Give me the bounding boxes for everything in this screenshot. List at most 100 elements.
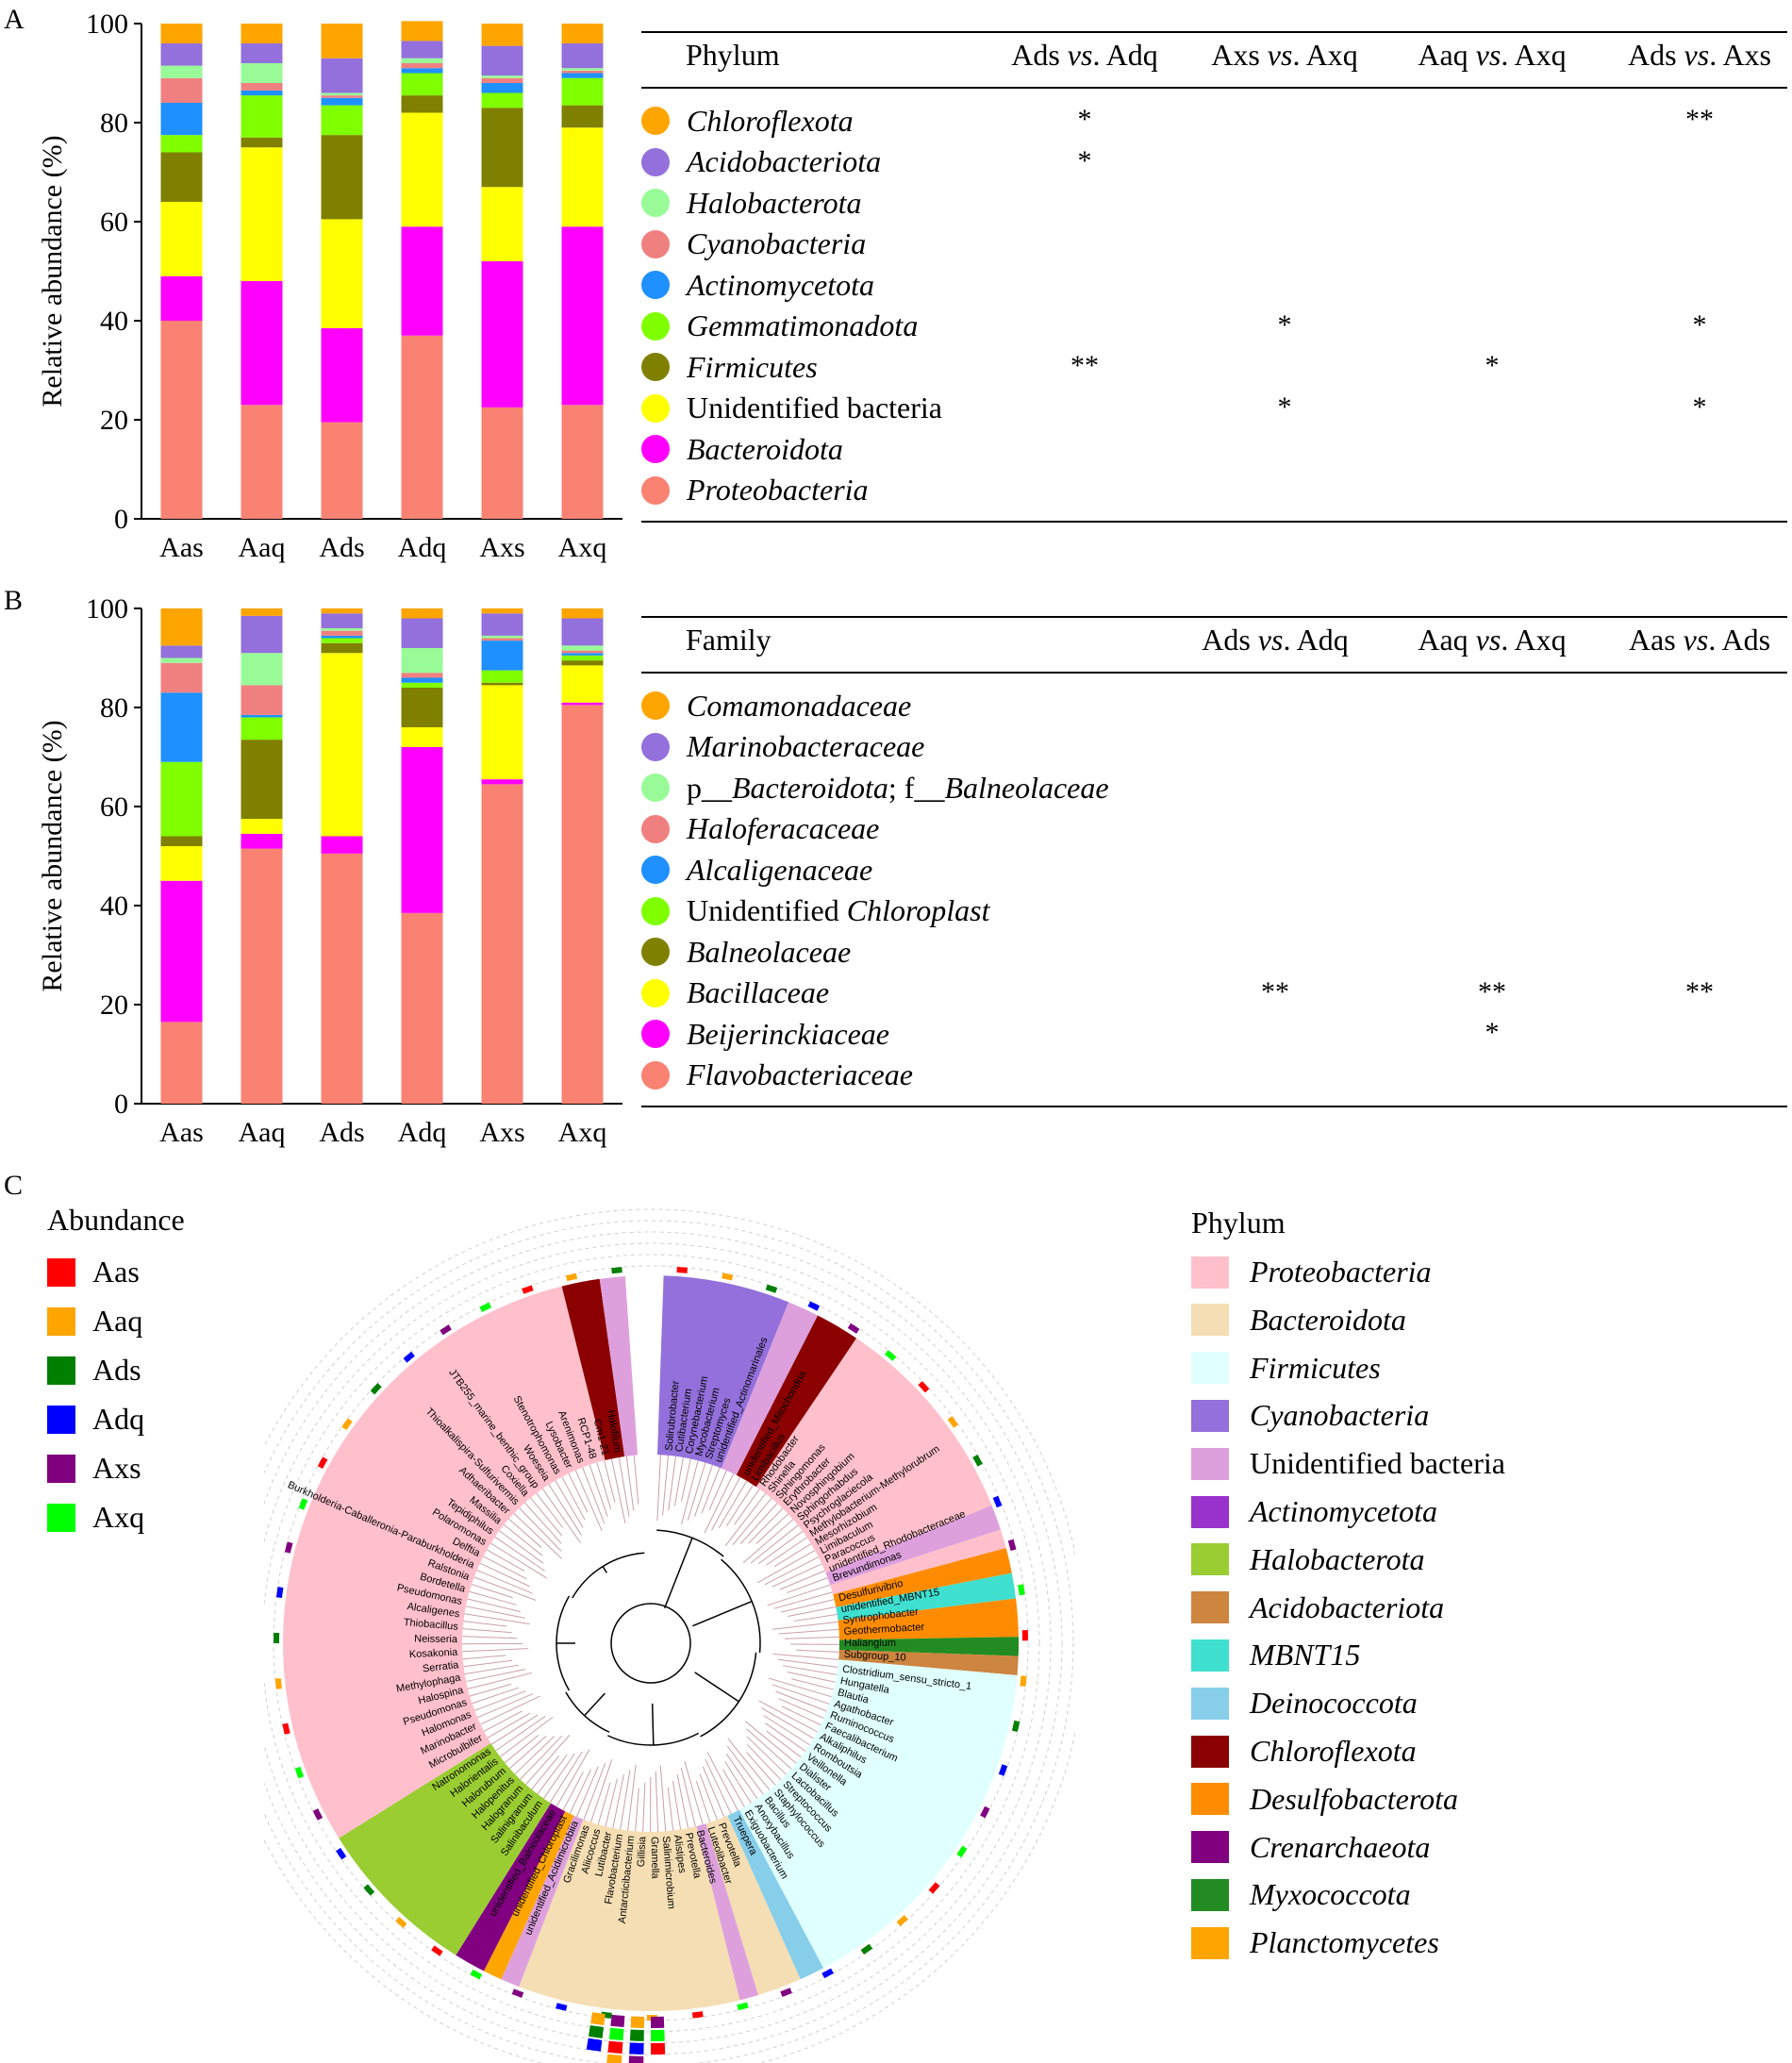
legend-swatch (1191, 1399, 1229, 1432)
tree-branch (483, 1556, 527, 1580)
bar-segment (561, 68, 604, 71)
tree-branch (464, 1613, 530, 1625)
tree-branch (596, 1462, 612, 1510)
tree-branch (509, 1735, 547, 1770)
abundance-legend-item: Axs (47, 1451, 141, 1486)
legend-dot (641, 353, 670, 381)
tree-branch (562, 1772, 584, 1811)
legend-label: MBNT15 (1250, 1638, 1361, 1672)
taxon-label: Unidentified bacteria (687, 391, 942, 424)
tree-branch (795, 1649, 839, 1653)
bar-segment (160, 662, 203, 693)
bar-segment (401, 58, 443, 63)
legend-dot (641, 856, 670, 884)
tree-branch (766, 1537, 807, 1566)
bar-segment (561, 702, 604, 706)
bar-segment (241, 615, 283, 654)
table-bottom-line (641, 1106, 1787, 1107)
phylum-sector (838, 1649, 1019, 1675)
tree-branch (463, 1659, 513, 1668)
phylum-legend-item: Chloroflexota (1191, 1734, 1417, 1769)
tree-branch (504, 1524, 543, 1556)
bar-segment (561, 618, 604, 646)
bar-segment (401, 677, 443, 683)
table-row: Balneolaceae (641, 933, 851, 971)
tree-branch (555, 1480, 584, 1528)
abundance-stack (651, 2016, 665, 2028)
phylum-sector (838, 1637, 1019, 1656)
chart-a: Relative abundance (%) 0 20 40 60 80 100 Aas Aaq… (37, 8, 622, 563)
tree-branch (750, 1524, 799, 1564)
panel-letter-a: A (4, 4, 25, 35)
tree-branch (775, 1690, 827, 1712)
bar-segment (481, 108, 523, 188)
legend-label: Cyanobacteria (1250, 1398, 1430, 1433)
taxon-label: Flavobacteriaceae (687, 1057, 913, 1091)
taxon-label: p__Bacteroidota; f__Balneolaceae (687, 770, 1109, 805)
abundance-mark (312, 1808, 324, 1821)
abundance-stack (590, 2012, 606, 2025)
tree-branch (662, 1455, 669, 1516)
table-row: Unidentified bacteria (641, 390, 942, 427)
bar-segment (401, 608, 443, 619)
tree-branch (469, 1683, 512, 1697)
tree-branch (524, 1502, 562, 1544)
tree-branch (625, 1456, 635, 1511)
bar-segment (321, 92, 363, 96)
tree-branch (746, 1736, 787, 1775)
legend-swatch (47, 1503, 75, 1532)
phylum-legend-item: MBNT15 (1191, 1638, 1360, 1672)
legend-dot (641, 189, 670, 217)
tree-branch (718, 1480, 748, 1529)
table-row: Bacteroidota (641, 430, 843, 468)
tree-branch (676, 1774, 689, 1829)
tree-branch (479, 1562, 530, 1588)
abundance-stack (607, 2040, 623, 2054)
legend-dot (641, 814, 670, 843)
tree-branch (681, 1460, 699, 1525)
significance-mark: * (1277, 308, 1292, 341)
phylum-legend-item: Halobacterota (1191, 1542, 1424, 1577)
y-tick-label: 20 (100, 405, 128, 436)
abundance-mark (896, 1915, 908, 1927)
legend-swatch (1191, 1831, 1229, 1864)
abundance-mark (807, 1301, 821, 1311)
genus-label: Subgroup_10 (843, 1649, 906, 1664)
phylum-sector (599, 1275, 639, 1456)
genus-label: Neisseria (414, 1633, 458, 1645)
bar-segment (481, 407, 523, 519)
tree-branch (659, 1765, 667, 1832)
bar-segment (160, 1022, 203, 1104)
tree-arc (572, 1552, 645, 1599)
tree-branch (667, 1787, 674, 1831)
legend-dot (641, 978, 670, 1007)
bar-segment (241, 24, 283, 43)
tree-branch (465, 1605, 525, 1619)
tree-branch (655, 1771, 659, 1832)
tree-branch (701, 1467, 721, 1514)
guide-ring (264, 1231, 1063, 2055)
panel-letter-c: C (4, 1170, 24, 1201)
tree-branch (597, 1782, 611, 1825)
tree-branch (725, 1753, 758, 1800)
genus-label: Kosakonia (409, 1647, 459, 1660)
abundance-mark (956, 1845, 968, 1858)
legend-swatch (1191, 1926, 1229, 1959)
bar-segment (481, 613, 523, 636)
bar-segment (401, 68, 443, 74)
tree-branch (548, 1484, 582, 1536)
x-tick-label: Aaq (239, 532, 286, 563)
abundance-mark (294, 1766, 305, 1779)
bar-segment (481, 779, 523, 785)
table-row: Actinomycetota (641, 266, 874, 304)
legend-dot (641, 774, 670, 802)
bar-segment (481, 641, 523, 671)
tree-branch (627, 1764, 637, 1831)
bar-segment (561, 105, 604, 128)
x-tick-label: Aas (159, 532, 204, 563)
bar-segment (561, 73, 604, 78)
phylum-sector (656, 1275, 789, 1469)
tree-branch (782, 1665, 838, 1675)
legend-label: Myxococcota (1250, 1877, 1411, 1912)
bar-segment (321, 638, 363, 643)
